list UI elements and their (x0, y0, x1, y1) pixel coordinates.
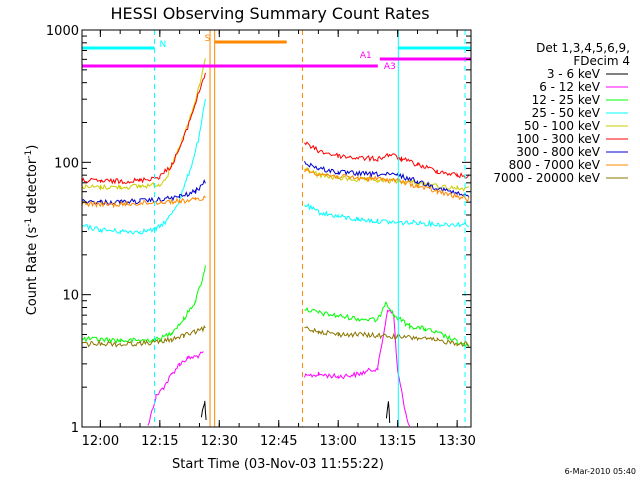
series-line (304, 308, 411, 427)
series-line (147, 351, 204, 426)
series-6 (81, 160, 470, 205)
x-tick-label: 13:30 (438, 434, 475, 449)
y-tick-label: 100 (54, 156, 79, 171)
flag-label: A1 (360, 51, 372, 61)
marker-layer (154, 30, 466, 427)
flag-label: S (205, 34, 211, 44)
series-line (81, 178, 206, 205)
series-line (304, 326, 470, 347)
flag-label: N (160, 40, 167, 50)
x-axis-label: Start Time (03-Nov-03 11:55:22) (172, 457, 384, 472)
series-line (81, 98, 206, 235)
legend-label: 12 - 25 keV (532, 93, 601, 107)
x-tick-label: 13:15 (379, 434, 416, 449)
x-tick-label: 12:30 (201, 434, 238, 449)
legend-label: 6 - 12 keV (539, 80, 601, 94)
chart-title: HESSI Observing Summary Count Rates (110, 4, 429, 23)
timestamp: 6-Mar-2010 05:40 (565, 467, 636, 476)
y-axis: 1 10 100 1000 (46, 24, 471, 436)
x-tick-label: 12:15 (141, 434, 178, 449)
series-line (385, 401, 391, 424)
legend-label: 3 - 6 keV (547, 67, 601, 81)
plot-frame (81, 29, 472, 428)
legend-label: 300 - 800 keV (516, 145, 600, 159)
legend-label: 25 - 50 keV (532, 106, 601, 120)
series-0 (200, 400, 391, 424)
series-3 (81, 98, 469, 235)
series-line (81, 195, 206, 209)
series-line (81, 72, 206, 185)
flag-label: A3 (384, 62, 396, 72)
series-8 (81, 325, 470, 348)
series-7 (81, 167, 470, 209)
series-layer (81, 58, 470, 427)
x-tick-label: 12:45 (260, 434, 297, 449)
x-tick-label: 12:00 (82, 434, 119, 449)
y-axis-label: Count Rate (s-1 detector-1) (24, 145, 40, 316)
series-line (200, 400, 207, 420)
series-line (304, 160, 470, 198)
series-4 (81, 58, 470, 192)
x-axis: 12:00 12:15 12:30 12:45 13:00 13:15 13:30 (82, 30, 476, 449)
y-tick-label: 1000 (46, 24, 79, 39)
series-line (304, 141, 470, 179)
legend-label: 50 - 100 keV (524, 119, 601, 133)
legend-label: 7000 - 20000 keV (493, 171, 600, 185)
y-tick-label: 1 (71, 421, 79, 436)
legend-header: FDecim 4 (573, 54, 630, 68)
series-line (82, 265, 206, 344)
legend-header: Det 1,3,4,5,6,9, (536, 41, 630, 55)
legend-label: 800 - 7000 keV (509, 158, 601, 172)
y-tick-label: 10 (62, 289, 79, 304)
series-line (81, 58, 206, 191)
x-tick-label: 13:00 (319, 434, 356, 449)
series-2 (82, 265, 470, 349)
series-line (304, 167, 470, 202)
legend-label: 100 - 300 keV (516, 132, 600, 146)
series-5 (81, 72, 470, 185)
series-line (304, 202, 469, 228)
flag-layer: N S A1 A3 (82, 34, 471, 72)
series-line (81, 325, 206, 348)
series-line (304, 301, 470, 349)
series-1 (147, 308, 411, 427)
